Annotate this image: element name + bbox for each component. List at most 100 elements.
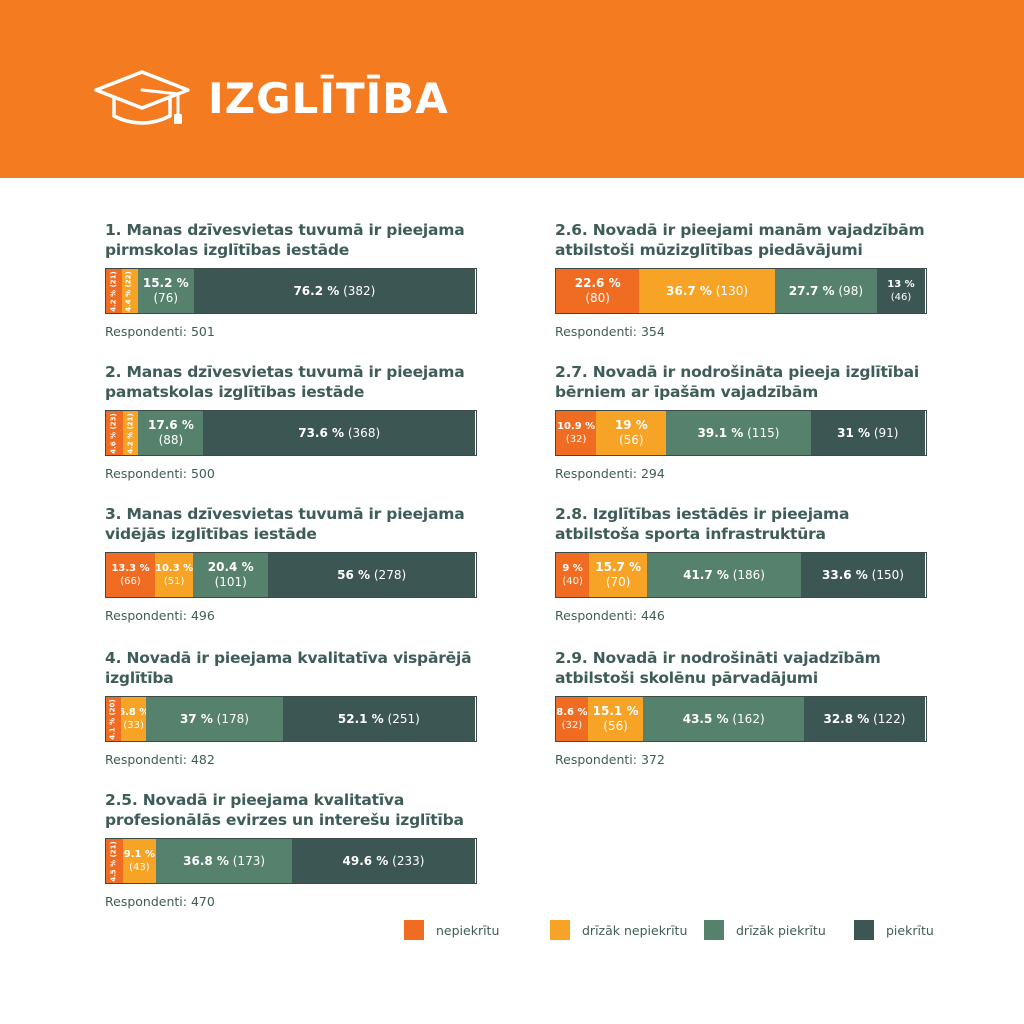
bar-segment-drizak-nepiekritu: 9.1 % (43) [122, 839, 157, 883]
legend-item-drizak-nepiekritu: drīzāk nepiekrītu [550, 920, 687, 940]
data-label: 15.7 % (70) [595, 560, 642, 589]
bar-segment-piekritu: 49.6 % (233) [291, 839, 475, 883]
legend-label: drīzāk nepiekrītu [582, 922, 688, 938]
data-label: 76.2 % (382) [293, 283, 376, 298]
data-label: 36.8 % (173) [183, 853, 266, 868]
respondents-count: Respondenti: 470 [105, 894, 215, 909]
legend-swatch [704, 920, 724, 940]
graduation-cap-icon [94, 70, 190, 125]
respondents-count: Respondenti: 496 [105, 608, 215, 623]
bar-segment-nepiekritu: 4.2 % (21) [106, 269, 122, 313]
data-label: 41.7 % (186) [683, 567, 765, 582]
bar-segment-drizak-piekritu: 41.7 % (186) [647, 553, 801, 597]
chart-title: 2.7. Novadā ir nodrošināta pieeja izglīt… [555, 363, 920, 401]
data-label: 27.7 % (98) [788, 283, 864, 298]
bar-segment-nepiekritu: 9 % (40) [556, 553, 590, 597]
page-title: IZGLĪTĪBA [208, 74, 449, 123]
legend-item-piekritu: piekrītu [854, 920, 934, 940]
data-label: 4.6 % (23) [109, 412, 118, 454]
chart-title: 2.8. Izglītības iestādēs ir pieejama atb… [555, 505, 850, 543]
bar-segment-drizak-nepiekritu: 4.2 % (21) [122, 411, 139, 455]
stacked-bar: 13.3 % (66) 10.3 % (51) 20.4 % (101) 56 % (278… [105, 552, 477, 598]
stacked-bar-chart: 4. Novadā ir pieejama kvalitatīva vispār… [105, 648, 477, 767]
bar-segment-piekritu: 31 % (91) [810, 411, 925, 455]
data-label: 4.2 % (21) [126, 412, 135, 454]
data-label: 31 % (91) [837, 425, 899, 440]
bar-segment-nepiekritu: 4.6 % (23) [106, 411, 123, 455]
stacked-bar: 4.1 % (20)6.8 %(33) 37 % (178) 52.1 % (251… [105, 696, 477, 742]
respondents-count: Respondenti: 501 [105, 324, 215, 339]
chart-title: 2.5. Novadā ir pieejama kvalitatīva prof… [105, 791, 464, 829]
chart-title: 2. Manas dzīvesvietas tuvumā ir pieejama… [105, 363, 465, 401]
stacked-bar-chart: 2.5. Novadā ir pieejama kvalitatīva prof… [105, 790, 477, 909]
bar-segment-nepiekritu: 8.6 % (32) [556, 697, 588, 741]
data-label: 52.1 % (251) [337, 711, 420, 726]
data-label: 49.6 % (233) [342, 853, 425, 868]
stacked-bar: 10.9 % (32) 19 % (56) 39.1 % (115) 31 % (91) [555, 410, 927, 456]
data-label: 32.8 % (122) [823, 711, 906, 726]
bar-segment-piekritu: 32.8 % (122) [803, 697, 925, 741]
bar-segment-drizak-nepiekritu: 36.7 % (130) [639, 269, 775, 313]
stacked-bar: 4.6 % (23) 4.2 % (21) 17.6 % (88) 73.6 % (36… [105, 410, 477, 456]
bar-segment-piekritu: 33.6 % (150) [800, 553, 925, 597]
data-label: 13 % (46) [887, 279, 915, 303]
data-label: 19 % (56) [614, 418, 648, 447]
data-label: 8.6 % (32) [556, 707, 588, 731]
legend-swatch [404, 920, 424, 940]
bar-segment-drizak-nepiekritu: 4.4 % (22) [121, 269, 138, 313]
data-label: 73.6 % (368) [298, 425, 381, 440]
bar-segment-nepiekritu: 13.3 % (66) [106, 553, 156, 597]
legend-item-nepiekritu: nepiekrītu [404, 920, 499, 940]
bar-segment-drizak-nepiekritu: 10.3 % (51) [155, 553, 194, 597]
stacked-bar: 8.6 % (32) 15.1 % (56) 43.5 % (162) 32.8 % (1… [555, 696, 927, 742]
stacked-bar: 22.6 % (80) 36.7 % (130) 27.7 % (98) 13 % (46… [555, 268, 927, 314]
data-label: 39.1 % (115) [697, 425, 780, 440]
bar-segment-drizak-piekritu: 27.7 % (98) [774, 269, 877, 313]
bar-segment-nepiekritu: 4.1 % (20) [106, 697, 122, 741]
chart-title: 2.9. Novadā ir nodrošināti vajadzībām at… [555, 649, 881, 687]
stacked-bar-chart: 2.9. Novadā ir nodrošināti vajadzībām at… [555, 648, 927, 767]
data-label: 37 % (178) [179, 711, 249, 726]
data-label: 6.8 %(33) [121, 707, 146, 731]
legend-swatch [550, 920, 570, 940]
bar-segment-nepiekritu: 4.5 % (21) [106, 839, 123, 883]
chart-title: 3. Manas dzīvesvietas tuvumā ir pieejama… [105, 505, 465, 543]
bar-segment-drizak-nepiekritu: 19 % (56) [596, 411, 667, 455]
bar-segment-drizak-nepiekritu: 15.1 % (56) [587, 697, 644, 741]
chart-title: 2.6. Novadā ir pieejami manām vajadzībām… [555, 221, 925, 259]
data-label: 33.6 % (150) [822, 567, 904, 582]
bar-segment-drizak-piekritu: 17.6 % (88) [138, 411, 204, 455]
data-label: 56 % (278) [337, 567, 407, 582]
bar-segment-drizak-piekritu: 15.2 % (76) [137, 269, 194, 313]
data-label: 4.2 % (21) [109, 270, 118, 312]
data-label: 13.3 % (66) [111, 563, 150, 587]
respondents-count: Respondenti: 372 [555, 752, 665, 767]
chart-title: 1. Manas dzīvesvietas tuvumā ir pieejama… [105, 221, 465, 259]
respondents-count: Respondenti: 500 [105, 466, 215, 481]
respondents-count: Respondenti: 446 [555, 608, 665, 623]
stacked-bar: 4.2 % (21) 4.4 % (22) 15.2 % (76) 76.2 % (38… [105, 268, 477, 314]
bar-segment-drizak-nepiekritu: 15.7 % (70) [589, 553, 648, 597]
data-label: 22.6 % (80) [574, 276, 621, 305]
bar-segment-nepiekritu: 10.9 % (32) [556, 411, 597, 455]
stacked-bar-chart: 2.7. Novadā ir nodrošināta pieeja izglīt… [555, 362, 927, 481]
data-label: 4.1 % (20) [109, 698, 118, 740]
data-label: 15.1 % (56) [592, 704, 639, 733]
data-label: 4.4 % (22) [125, 270, 134, 312]
bar-segment-piekritu: 76.2 % (382) [193, 269, 475, 313]
bar-segment-drizak-piekritu: 37 % (178) [146, 697, 283, 741]
data-label: 4.5 % (21) [109, 840, 118, 882]
stacked-bar: 4.5 % (21) 9.1 % (43) 36.8 % (173) 49.6 % (2… [105, 838, 477, 884]
data-label: 9.1 % (43) [123, 849, 155, 873]
stacked-bar-chart: 2.8. Izglītības iestādēs ir pieejama atb… [555, 504, 927, 623]
bar-segment-nepiekritu: 22.6 % (80) [556, 269, 640, 313]
legend-label: nepiekrītu [436, 922, 500, 938]
respondents-count: Respondenti: 482 [105, 752, 215, 767]
legend-item-drizak-piekritu: drīzāk piekrītu [704, 920, 826, 940]
bar-segment-drizak-piekritu: 43.5 % (162) [643, 697, 804, 741]
stacked-bar-chart: 2.6. Novadā ir pieejami manām vajadzībām… [555, 220, 927, 339]
data-label: 10.3 % (51) [155, 563, 194, 587]
data-label: 9 % (40) [562, 563, 583, 587]
legend: nepiekrītu drīzāk nepiekrītu drīzāk piek… [404, 920, 944, 942]
data-label: 17.6 % (88) [148, 418, 194, 447]
